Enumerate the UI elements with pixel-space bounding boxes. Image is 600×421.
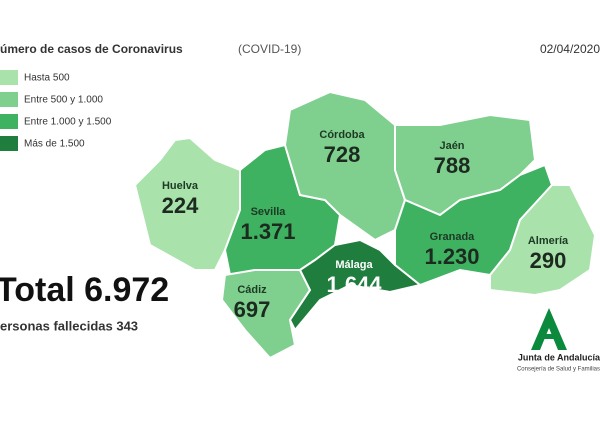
province-name: Córdoba xyxy=(319,129,365,141)
province-name: Cádiz xyxy=(237,284,267,296)
province-value: 728 xyxy=(324,142,361,167)
title: úmero de casos de Coronavirus xyxy=(0,42,183,56)
province xyxy=(489,184,597,297)
province-value: 224 xyxy=(162,193,199,218)
legend-swatch xyxy=(0,92,18,107)
province-name: Málaga xyxy=(335,259,373,271)
legend-swatch xyxy=(0,70,18,85)
province-value: 1.230 xyxy=(424,244,479,269)
legend-swatch xyxy=(0,114,18,129)
logo-mark xyxy=(531,308,567,350)
subtitle: (COVID-19) xyxy=(238,42,301,56)
province-name: Granada xyxy=(430,231,476,243)
logo: Junta de Andalucía Consejería de Salud y… xyxy=(517,308,600,373)
province xyxy=(133,136,241,271)
province-value: 1.371 xyxy=(240,219,295,244)
date: 02/04/2020 xyxy=(540,42,600,56)
legend: Hasta 500 Entre 500 y 1.000 Entre 1.000 y … xyxy=(0,70,112,151)
province xyxy=(220,269,312,360)
province-value: 788 xyxy=(434,153,471,178)
logo-bar xyxy=(538,334,560,339)
legend-label: Más de 1.500 xyxy=(24,139,85,150)
legend-label: Entre 500 y 1.000 xyxy=(24,95,103,106)
legend-label: Hasta 500 xyxy=(24,73,70,84)
legend-swatch xyxy=(0,136,18,151)
province-name: Jaén xyxy=(439,140,464,152)
province-value: 697 xyxy=(234,297,271,322)
province xyxy=(288,238,423,332)
province-name: Almería xyxy=(528,235,569,247)
logo-department: Consejería de Salud y Familias xyxy=(517,367,600,373)
total: Total 6.972 xyxy=(0,271,169,309)
province-name: Sevilla xyxy=(251,206,287,218)
province-value: 290 xyxy=(530,248,567,273)
logo-name: Junta de Andalucía xyxy=(518,352,600,362)
legend-label: Entre 1.000 y 1.500 xyxy=(24,117,112,128)
province-name: Huelva xyxy=(162,180,199,192)
province-value: 1.644 xyxy=(326,272,382,297)
deaths: ersonas fallecidas 343 xyxy=(0,318,138,333)
